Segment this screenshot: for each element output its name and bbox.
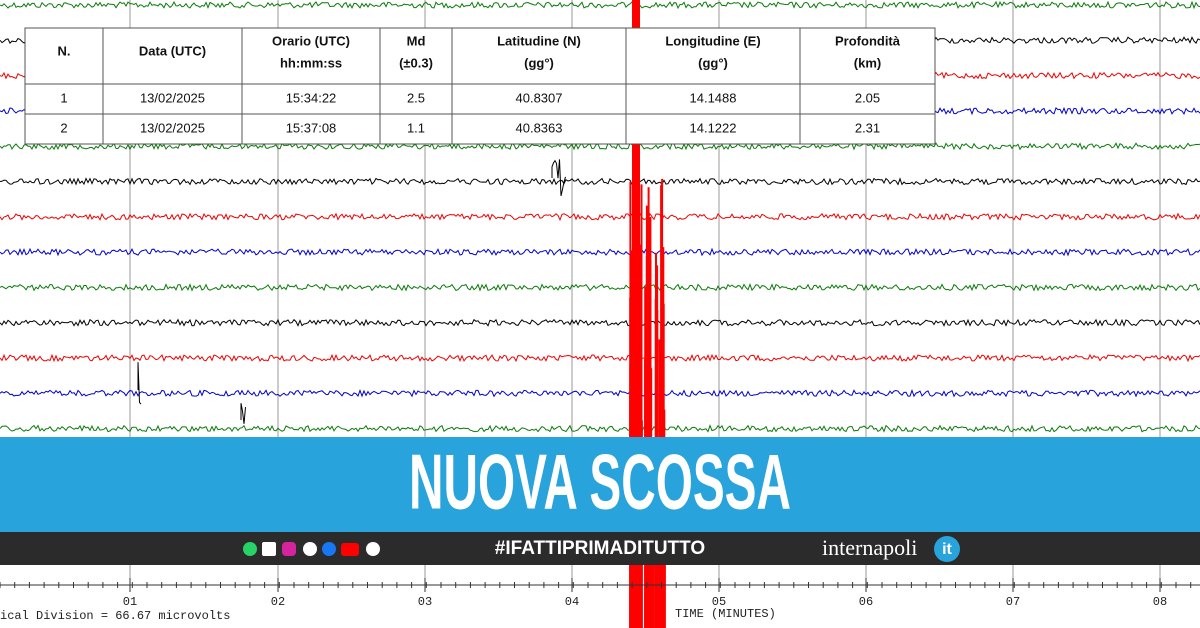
- table-cell: 14.1222: [690, 120, 737, 135]
- icon-threads: [366, 542, 380, 556]
- table-header: Orario (UTC): [272, 33, 350, 48]
- table-cell: 2: [60, 120, 67, 135]
- time-label: 07: [1006, 595, 1020, 609]
- logo-text: internapoli: [822, 535, 917, 560]
- logo-badge-text: it: [942, 541, 952, 558]
- table-header: Longitudine (E): [665, 33, 760, 48]
- footer-bar: [0, 532, 1200, 565]
- table-cell: 2.5: [407, 90, 425, 105]
- logo-badge: [934, 536, 960, 562]
- trace: [0, 424, 1200, 433]
- table-header: hh:mm:ss: [280, 55, 342, 70]
- data-table: N. Data (UTC) Orario (UTC) hh:mm:ss Md (±0.3)…: [24, 27, 936, 145]
- event: [551, 159, 566, 197]
- table-cell: 40.8363: [516, 120, 563, 135]
- hashtag: #IFATTIPRIMADITUTTO: [495, 538, 705, 559]
- table-cell: 1: [60, 90, 67, 105]
- table-header: N.: [58, 43, 71, 58]
- scale-note: ical Division = 66.67 microvolts: [0, 609, 230, 623]
- trace: [0, 247, 1200, 257]
- trace: [0, 0, 1200, 10]
- table-header: Profondità: [835, 33, 901, 48]
- headline: NUOVA SCOSSA: [409, 438, 791, 526]
- icon-x: [262, 542, 276, 556]
- trace: [0, 142, 1200, 151]
- event: [240, 403, 246, 424]
- table-header: (±0.3): [399, 55, 433, 70]
- table-header: (gg°): [524, 55, 554, 70]
- icon-youtube: [341, 543, 359, 556]
- table-cell: 1.1: [407, 120, 425, 135]
- table-cell: 13/02/2025: [140, 120, 205, 135]
- table-cell: 2.31: [855, 120, 880, 135]
- time-label: 01: [123, 595, 137, 609]
- table-cell: 2.05: [855, 90, 880, 105]
- time-label: 03: [418, 595, 432, 609]
- time-label: 02: [271, 595, 285, 609]
- axis-title: TIME (MINUTES): [675, 607, 776, 621]
- table-cell: 15:34:22: [286, 90, 337, 105]
- trace: [0, 283, 1200, 292]
- event: [137, 362, 142, 405]
- banner: [0, 437, 1200, 532]
- table-header: Md: [407, 33, 426, 48]
- table-cell: 14.1488: [690, 90, 737, 105]
- table-header: Data (UTC): [139, 43, 206, 58]
- table-header: (km): [854, 55, 881, 70]
- time-label: 04: [565, 595, 579, 609]
- table-cell: 13/02/2025: [140, 90, 205, 105]
- time-axis-labels: 01 02 03 04 05 06 07 08: [0, 578, 1192, 609]
- trace: [0, 353, 1200, 363]
- table-cell: 15:37:08: [286, 120, 337, 135]
- icon-tiktok: [303, 542, 317, 556]
- time-label: 05: [712, 595, 726, 609]
- table-header: (gg°): [698, 55, 728, 70]
- trace: [0, 212, 1200, 222]
- icon-instagram: [282, 542, 296, 556]
- table-cell: 40.8307: [516, 90, 563, 105]
- icon-facebook: [322, 542, 336, 556]
- icon-whatsapp: [243, 542, 257, 556]
- table-box: [24, 27, 936, 145]
- social-icons: [243, 542, 380, 556]
- trace: [0, 389, 1200, 398]
- main-event-core: [632, 0, 640, 628]
- time-label: 06: [859, 595, 873, 609]
- time-label: 08: [1153, 595, 1167, 609]
- table-header: Latitudine (N): [497, 33, 581, 48]
- trace: [0, 177, 1200, 186]
- trace: [0, 318, 1200, 327]
